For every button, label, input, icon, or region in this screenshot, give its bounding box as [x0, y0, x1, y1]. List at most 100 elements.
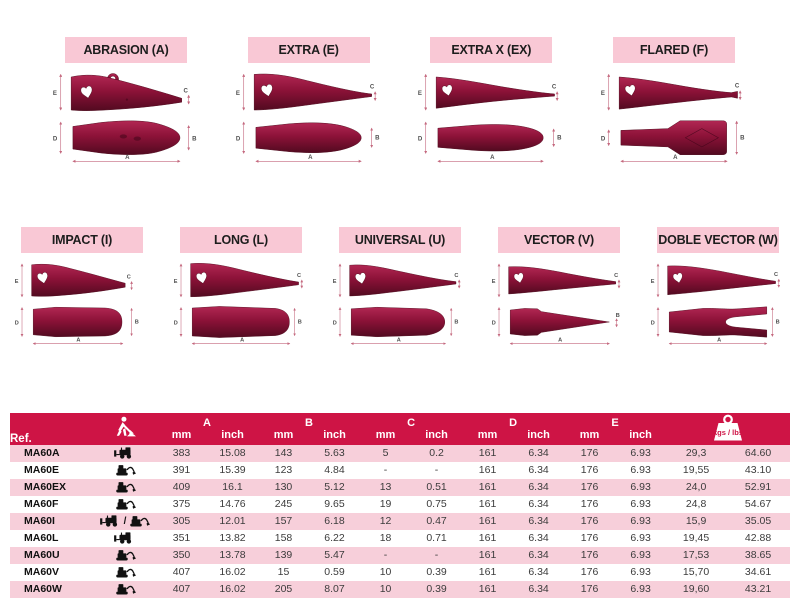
- cell-c-inch: 0.39: [426, 566, 447, 579]
- excavator-icon: [113, 549, 137, 561]
- cell-ref: MA60I: [24, 515, 55, 528]
- cell-b-mm: 130: [274, 481, 293, 494]
- wheel-loader-icon: [113, 447, 137, 459]
- cell-e-mm: 176: [580, 583, 599, 596]
- vector-top-view: D B A: [492, 307, 620, 346]
- cell-kgs: 29,3: [685, 447, 707, 460]
- cell-e-inch: 6.93: [630, 498, 651, 511]
- cell-a-mm: 407: [172, 566, 191, 579]
- cell-d-inch: 6.34: [528, 481, 549, 494]
- cell-ref: MA60V: [24, 566, 60, 579]
- type-banner-impact: IMPACT (I): [21, 226, 143, 253]
- dim-label-b: B: [298, 320, 302, 326]
- cell-b-inch: 5.12: [324, 481, 345, 494]
- cell-lbs: 54.67: [744, 498, 772, 511]
- dim-label-e: E: [492, 279, 496, 285]
- long-top-view: D B A: [174, 306, 302, 346]
- cell-machine: /: [94, 496, 156, 513]
- cell-lbs: 43.10: [744, 464, 772, 477]
- impact-side-view: E C: [15, 263, 133, 298]
- dim-label-d: D: [236, 136, 241, 143]
- extra-x-side-view: E C: [418, 73, 559, 111]
- unit-header-d-inch: inch: [513, 428, 565, 445]
- dim-label-d: D: [492, 321, 496, 327]
- dim-label-c: C: [370, 83, 375, 90]
- excavator-icon: [113, 583, 137, 595]
- cell-a-inch: 13.82: [219, 532, 246, 545]
- table-row: MA60E / 391 15.39 123 4.84 - - 161 6.34 …: [10, 462, 790, 479]
- doble-vector-top-view: D B A: [651, 306, 780, 346]
- col-group-a: A: [156, 412, 259, 429]
- type-banner-flared: FLARED (F): [612, 37, 735, 63]
- dim-label-e: E: [651, 279, 655, 285]
- tooth-card-vector: VECTOR (V) E C D B A: [483, 226, 635, 349]
- cell-e-inch: 6.93: [630, 549, 651, 562]
- flared-side-view: E C: [601, 73, 742, 111]
- cell-d-inch: 6.34: [528, 498, 549, 511]
- cell-lbs: 64.60: [744, 447, 772, 460]
- cell-kgs: 15,9: [685, 515, 707, 528]
- dim-label-b: B: [375, 135, 380, 142]
- cell-d-mm: 161: [478, 583, 497, 596]
- type-banner-extra: EXTRA (E): [247, 37, 370, 63]
- cell-kgs: 17,53: [682, 549, 710, 562]
- cell-b-inch: 0.59: [324, 566, 345, 579]
- dim-label-d: D: [418, 136, 423, 143]
- tooth-card-universal: UNIVERSAL (U) E C D B A: [324, 226, 476, 349]
- cell-ref: MA60A: [24, 447, 60, 460]
- cell-c-inch: 0.39: [426, 583, 447, 596]
- worker-digging-icon: [116, 416, 136, 437]
- dim-label-b: B: [740, 135, 745, 142]
- cell-a-inch: 12.01: [219, 515, 246, 528]
- dim-label-c: C: [127, 274, 131, 280]
- dim-label-e: E: [236, 90, 240, 97]
- cell-ref: MA60W: [24, 583, 62, 596]
- dim-label-a: A: [490, 154, 495, 161]
- type-banner-long: LONG (L): [180, 226, 302, 253]
- tooth-type-row-middle: IMPACT (I) E C D B A LONG (L) E C: [0, 167, 800, 349]
- dim-label-d: D: [53, 136, 58, 143]
- unit-header-b-mm: mm: [258, 428, 310, 445]
- cell-b-inch: 6.22: [324, 532, 345, 545]
- cell-e-inch: 6.93: [630, 464, 651, 477]
- weight-unit-label: kgs / lbs: [713, 428, 743, 437]
- dim-label-e: E: [333, 279, 337, 285]
- doble-vector-side-view: E C: [651, 263, 781, 298]
- cell-e-mm: 176: [580, 566, 599, 579]
- cell-c-mm: 13: [379, 481, 392, 494]
- dim-label-e: E: [601, 90, 605, 97]
- type-banner-universal: UNIVERSAL (U): [339, 226, 461, 253]
- cell-e-mm: 176: [580, 447, 599, 460]
- dim-label-d: D: [15, 321, 19, 327]
- cell-b-mm: 205: [274, 583, 293, 596]
- cell-b-inch: 5.63: [324, 447, 345, 460]
- cell-e-mm: 176: [580, 464, 599, 477]
- cell-b-inch: 9.65: [324, 498, 345, 511]
- table-row: MA60W / 407 16.02 205 8.07 10 0.39 161 6…: [10, 580, 791, 598]
- cell-machine: /: [94, 479, 156, 496]
- extra-x-top-view: D B A: [418, 121, 562, 164]
- dim-label-e: E: [15, 279, 19, 285]
- cell-c-inch: -: [434, 464, 439, 477]
- dim-label-b: B: [192, 136, 197, 143]
- cell-a-mm: 375: [172, 498, 191, 511]
- cell-e-inch: 6.93: [630, 481, 651, 494]
- cell-machine: /: [94, 513, 156, 530]
- cell-a-mm: 407: [172, 583, 191, 596]
- cell-d-inch: 6.34: [528, 515, 549, 528]
- cell-machine: /: [94, 547, 156, 564]
- cell-d-mm: 161: [478, 498, 497, 511]
- tooth-card-extra-x: EXTRA X (EX) E C D B A: [405, 37, 577, 167]
- cell-ref: MA60E: [24, 464, 60, 477]
- dim-label-c: C: [735, 82, 740, 89]
- dim-label-d: D: [651, 321, 655, 327]
- cell-c-inch: 0.47: [426, 515, 447, 528]
- cell-e-inch: 6.93: [630, 515, 651, 528]
- cell-a-inch: 15.39: [219, 464, 246, 477]
- cell-b-mm: 139: [274, 549, 293, 562]
- universal-side-view: E C: [333, 263, 461, 298]
- cell-a-mm: 305: [172, 515, 191, 528]
- cell-b-inch: 5.47: [324, 549, 345, 562]
- flared-top-view: D B A: [601, 120, 745, 164]
- cell-b-mm: 15: [277, 566, 290, 579]
